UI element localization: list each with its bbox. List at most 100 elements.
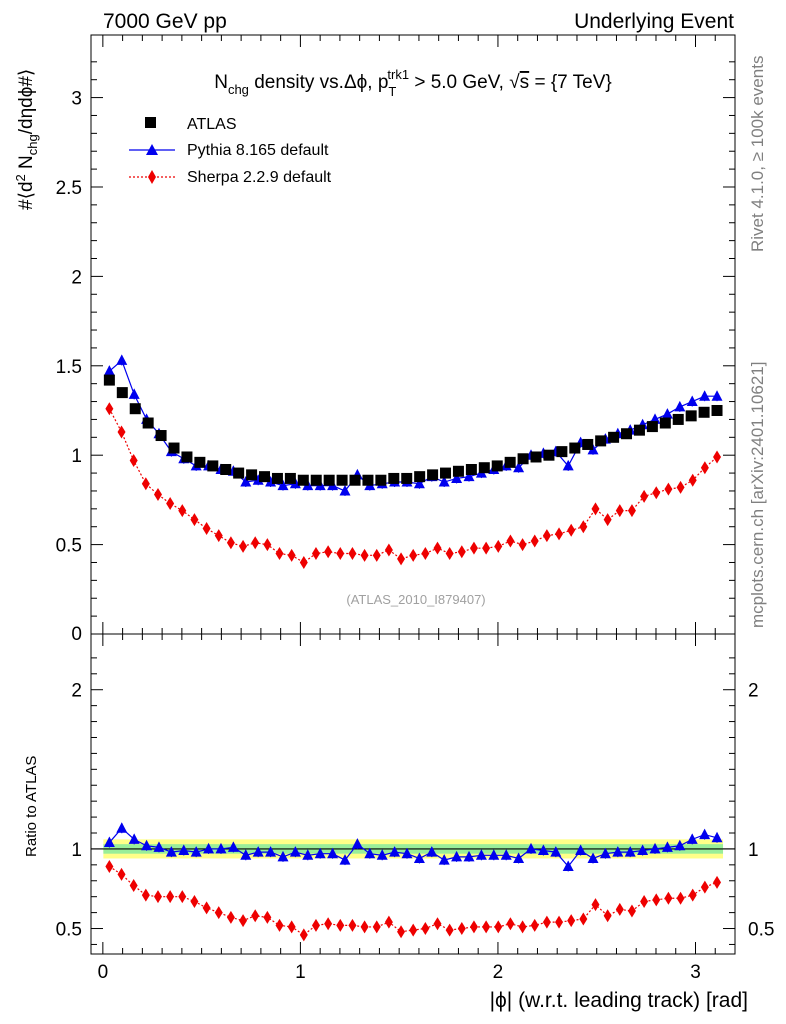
sherpa-ratio-point	[105, 859, 114, 873]
atlas-point	[181, 451, 193, 463]
ratio-panel-frame	[90, 633, 736, 955]
sherpa-ratio-point	[664, 891, 673, 905]
pythia-ratio-point	[240, 849, 252, 860]
sherpa-ratio-point	[713, 875, 722, 889]
sherpa-point	[117, 425, 126, 439]
sherpa-ratio-point	[433, 917, 442, 931]
sherpa-point	[494, 539, 503, 553]
sherpa-point	[482, 541, 491, 555]
pythia-ratio-point	[612, 846, 624, 857]
ratio-y-tick-label: 1	[71, 840, 82, 861]
atlas-point	[129, 403, 141, 415]
pythia-point	[686, 395, 698, 407]
sherpa-ratio-point	[555, 915, 564, 929]
pythia-ratio-point	[103, 836, 115, 848]
x-tick-label: 2	[493, 962, 504, 983]
legend-marker-sherpa	[148, 170, 156, 184]
x-tick-label: 3	[690, 962, 701, 983]
pythia-ratio-point	[475, 849, 487, 860]
x-axis-label: |ϕ| (w.r.t. leading track) [rad]	[490, 989, 748, 1012]
atlas-point	[582, 438, 594, 450]
atlas-point	[103, 374, 115, 386]
sherpa-point	[360, 548, 369, 562]
sherpa-point	[555, 527, 564, 541]
sherpa-point	[153, 488, 162, 502]
pythia-ratio-point	[488, 849, 500, 860]
atlas-point	[284, 472, 296, 484]
sherpa-point	[627, 504, 636, 518]
atlas-point	[491, 460, 503, 472]
x-tick-label: 0	[98, 962, 109, 983]
sherpa-ratio-point	[324, 917, 333, 931]
atlas-point	[478, 462, 490, 474]
top-panel-series	[103, 354, 723, 569]
sherpa-ratio-point	[141, 888, 150, 902]
sherpa-point	[311, 547, 320, 561]
atlas-point	[672, 413, 684, 425]
sherpa-point	[603, 513, 612, 527]
legend-label-pythia: Pythia 8.165 default	[187, 142, 329, 159]
atlas-point	[233, 467, 245, 479]
plot-title: Nchg density vs.Δϕ, pTtrk1 > 5.0 GeV, √s…	[214, 67, 612, 99]
pythia-ratio-point	[265, 846, 277, 857]
sherpa-point	[226, 536, 235, 550]
pythia-point	[562, 459, 574, 471]
sherpa-point	[299, 555, 308, 569]
pythia-ratio-point	[389, 846, 401, 857]
sherpa-ratio-point	[603, 909, 612, 923]
sherpa-ratio-point	[567, 914, 576, 928]
pythia-ratio-point	[153, 841, 165, 852]
atlas-point	[336, 474, 348, 486]
sherpa-ratio-point	[117, 867, 126, 881]
top-y-tick-label: 0.5	[56, 536, 82, 557]
sherpa-ratio-point	[360, 920, 369, 934]
sherpa-point	[214, 529, 223, 543]
pythia-line	[108, 359, 718, 492]
atlas-point	[595, 435, 607, 447]
atlas-point	[530, 451, 542, 463]
sherpa-ratio-point	[239, 914, 248, 928]
sherpa-line	[108, 408, 718, 564]
pythia-ratio-point	[351, 838, 363, 849]
sherpa-ratio-point	[579, 912, 588, 926]
atlas-point	[271, 472, 283, 484]
atlas-point	[142, 417, 154, 429]
pythia-ratio-point	[661, 841, 673, 852]
sherpa-ratio-point	[445, 923, 454, 937]
x-tick-label: 1	[295, 962, 306, 983]
sherpa-ratio-point	[530, 918, 539, 932]
sherpa-point	[700, 461, 709, 475]
sherpa-point	[530, 534, 539, 548]
pythia-ratio-point	[637, 844, 649, 856]
sherpa-point	[591, 502, 600, 516]
atlas-point	[362, 474, 374, 486]
sherpa-ratio-point	[397, 925, 406, 939]
atlas-point	[259, 471, 271, 483]
sherpa-ratio-point	[311, 918, 320, 932]
pythia-ratio-point	[599, 847, 611, 859]
pythia-ratio-point	[413, 852, 425, 863]
mcplots-reference-label: mcplots.cern.ch [arXiv:2401.10621]	[748, 362, 767, 628]
top-y-tick-label: 1.5	[56, 357, 82, 378]
sherpa-point	[421, 547, 430, 561]
ratio-y-axis-label: Ratio to ATLAS	[23, 756, 40, 857]
sherpa-point	[518, 538, 527, 552]
pythia-ratio-point	[438, 854, 450, 865]
top-y-tick-label: 2	[71, 267, 82, 288]
pythia-ratio-point	[674, 839, 686, 851]
sherpa-point	[433, 541, 442, 555]
pythia-point	[277, 479, 289, 491]
atlas-point	[310, 474, 322, 486]
atlas-point	[569, 442, 581, 454]
pythia-ratio-point	[451, 850, 463, 862]
pythia-ratio-point	[277, 850, 289, 862]
sherpa-ratio-point	[652, 893, 661, 907]
sherpa-point	[166, 496, 175, 510]
pythia-ratio-point	[314, 847, 326, 859]
pythia-ratio-point	[649, 842, 661, 854]
pythia-ratio-point	[178, 844, 190, 856]
pythia-ratio-point	[624, 846, 636, 857]
sherpa-ratio-point	[409, 923, 418, 937]
sherpa-ratio-point	[202, 901, 211, 915]
sherpa-ratio-point	[275, 918, 284, 932]
